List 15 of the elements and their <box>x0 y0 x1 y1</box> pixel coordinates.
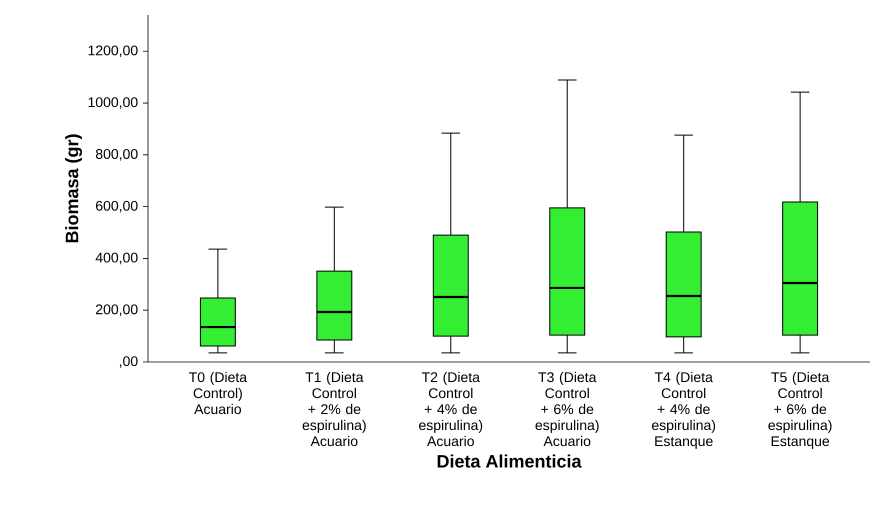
x-tick-label: T5 (Dieta Control + 6% de espirulina) Estanque <box>768 372 832 449</box>
y-tick-label: 400,00 <box>96 252 138 264</box>
y-tick-label: 600,00 <box>96 200 138 212</box>
x-tick-label: T0 (Dieta Control) Acuario <box>189 372 248 414</box>
y-tick-label: 1200,00 <box>88 45 138 58</box>
y-tick-label: ,00 <box>120 356 138 368</box>
x-tick-label: T4 (Dieta Control + 4% de espirulina) Estanque <box>652 372 716 449</box>
y-tick-label: 200,00 <box>96 304 138 316</box>
x-tick-label: T3 (Dieta Control + 6% de espirulina) Acuario <box>536 372 599 446</box>
x-tick-label: T2 (Dieta Control + 4% de espirulina) Acuario <box>419 372 482 446</box>
y-tick-label: 800,00 <box>96 149 138 161</box>
y-tick-label: 1000,00 <box>88 97 138 109</box>
x-tick-label: T1 (Dieta Control + 2% de espirulina) Acuario <box>302 372 366 446</box>
x-axis-title: Dieta Alimenticia <box>438 454 582 468</box>
y-axis-title: Biomasa (gr) <box>65 134 82 242</box>
